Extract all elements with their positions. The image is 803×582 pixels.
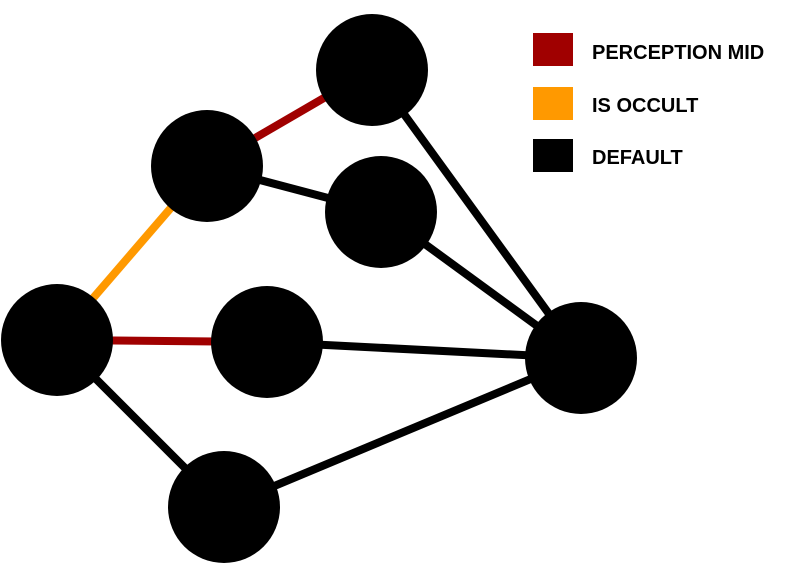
legend-label-is-occult: IS OCCULT: [592, 95, 698, 117]
node-n_left: [1, 284, 113, 396]
legend-label-perception-mid: PERCEPTION MID: [592, 42, 764, 64]
legend-swatch-is-occult: [533, 87, 573, 120]
legend-swatch-default: [533, 139, 573, 172]
node-n_right: [525, 302, 637, 414]
node-n_bottom: [168, 451, 280, 563]
legend-label-default: DEFAULT: [592, 147, 683, 169]
node-n_mid_right: [325, 156, 437, 268]
node-n_upper_mid: [151, 110, 263, 222]
node-n_top: [316, 14, 428, 126]
legend-swatch-perception-mid: [533, 33, 573, 66]
edge-n_bottom-n_right: [222, 354, 583, 511]
legend: PERCEPTION MID IS OCCULT DEFAULT: [533, 33, 764, 172]
node-n_center: [211, 286, 323, 398]
nodes-layer: [1, 14, 637, 563]
edge-n_top-n_right: [368, 67, 585, 361]
edges-layer: [53, 66, 585, 511]
